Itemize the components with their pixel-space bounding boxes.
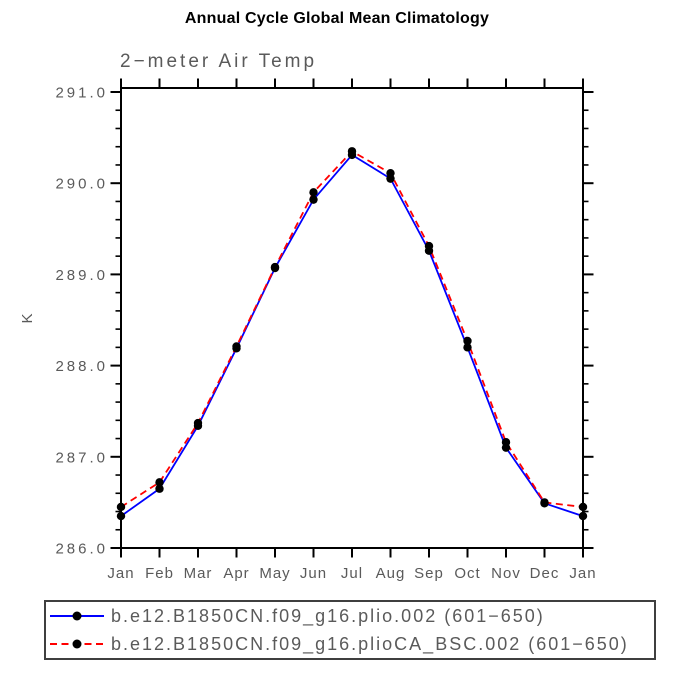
x-tick-label: May [259,565,290,582]
x-tick-label: Jan [107,565,134,582]
legend-line-sample-solid [50,611,104,621]
x-tick-label: Oct [454,565,480,582]
data-point-marker [116,502,126,512]
legend-item-label: b.e12.B1850CN.f09_g16.plio.002 (601−650) [111,605,545,626]
x-tick-label: Sep [414,565,444,582]
y-tick-label: 286.0 [55,541,108,558]
data-point-marker [386,168,395,178]
legend-line-sample-dashed [50,639,104,649]
y-axis-unit-label: K [19,312,36,323]
x-tick-label: Aug [376,565,406,582]
data-point-marker [501,438,511,447]
y-tick-label: 291.0 [55,85,108,102]
x-tick-label: Jan [569,565,596,582]
legend-marker-dot [72,639,82,649]
y-tick-label: 288.0 [55,358,108,375]
x-tick-label: Mar [184,565,213,582]
data-point-marker [232,342,241,351]
data-point-marker [463,336,472,346]
data-point-marker [424,241,434,251]
x-tick-label: Jun [300,565,327,582]
legend-item: b.e12.B1850CN.f09_g16.plioCA_BSC.002 (60… [46,630,654,658]
data-point-marker [309,188,318,197]
x-tick-label: Apr [223,565,249,582]
data-point-marker [347,147,357,156]
series-line-1 [120,150,584,508]
data-point-marker [540,498,549,507]
y-tick-label: 287.0 [55,449,108,466]
data-point-marker [578,502,588,512]
data-point-marker [578,511,588,521]
data-point-marker [193,418,203,428]
x-tick-label: Feb [145,565,174,582]
y-tick-label: 290.0 [55,176,108,193]
series-line-0 [120,153,584,517]
data-point-marker [463,343,472,352]
legend-box: b.e12.B1850CN.f09_g16.plio.002 (601−650)… [44,600,656,660]
x-tick-label: Jul [341,565,363,582]
data-point-marker [116,511,126,521]
chart-subtitle: 2−meter Air Temp [120,51,318,72]
x-tick-label: Nov [491,565,521,582]
legend-marker-dot [72,611,82,621]
legend-item: b.e12.B1850CN.f09_g16.plio.002 (601−650) [46,602,654,630]
chart-title: Annual Cycle Global Mean Climatology [184,10,490,27]
x-tick-label: Dec [530,565,560,582]
data-point-marker [309,195,318,204]
data-point-marker [155,478,164,487]
legend-item-label: b.e12.B1850CN.f09_g16.plioCA_BSC.002 (60… [111,633,629,654]
y-tick-label: 289.0 [55,267,108,284]
data-point-marker [270,262,280,272]
data-point-marker [155,484,164,493]
